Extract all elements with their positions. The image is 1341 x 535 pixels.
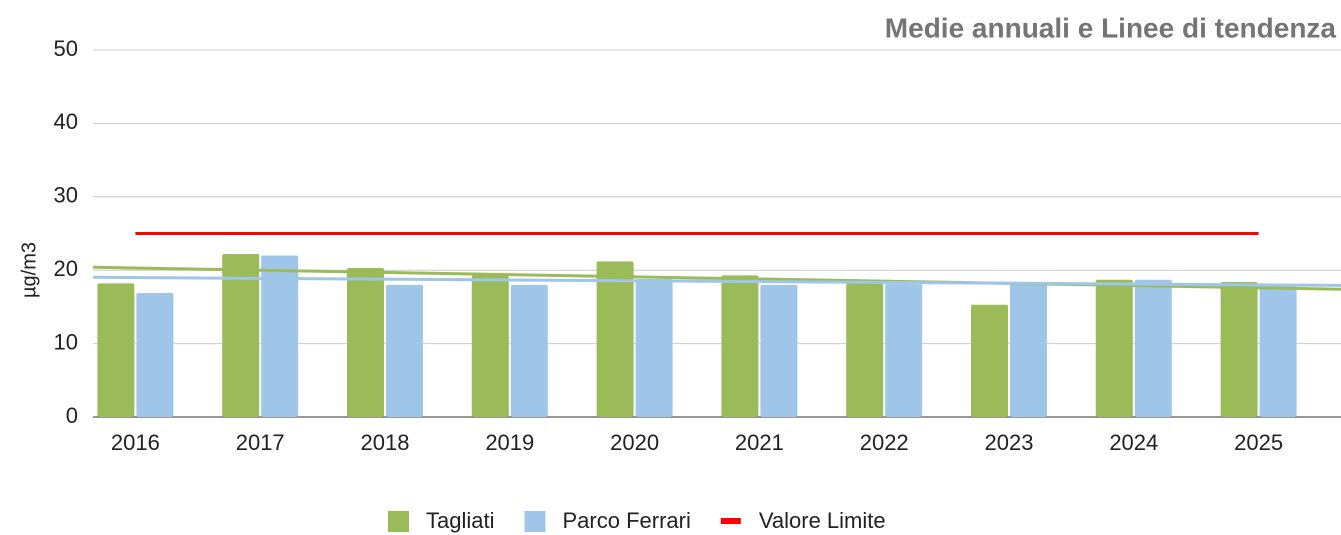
bar (471, 275, 509, 417)
x-tick-label: 2020 (610, 430, 659, 455)
bar (596, 261, 634, 417)
legend-label: Parco Ferrari (562, 508, 690, 533)
legend-label: Tagliati (426, 508, 494, 533)
bar (971, 304, 1008, 417)
x-tick-label: 2022 (860, 430, 909, 455)
chart-title: Medie annuali e Linee di tendenza (885, 12, 1337, 43)
x-tick-label: 2024 (1109, 430, 1158, 455)
y-axis-label: µg/m3 (18, 242, 40, 298)
legend-swatch (388, 511, 409, 532)
trend-line (92, 265, 1341, 291)
bar (347, 267, 384, 417)
legend-swatch (720, 518, 741, 524)
legend-label: Valore Limite (759, 508, 886, 533)
bar (222, 254, 260, 417)
bar (1134, 279, 1172, 417)
y-tick-label: 0 (66, 403, 78, 428)
bar (1010, 281, 1047, 417)
x-tick-label: 2019 (485, 430, 534, 455)
trend-line (92, 275, 1341, 287)
x-tick-label: 2023 (985, 430, 1034, 455)
bar (760, 284, 798, 417)
bar (136, 292, 174, 417)
y-tick-label: 30 (54, 183, 78, 208)
bar (846, 283, 884, 417)
x-tick-label: 2021 (735, 430, 784, 455)
y-tick-label: 40 (54, 109, 78, 134)
x-tick-label: 2025 (1234, 430, 1283, 455)
x-tick-label: 2017 (236, 430, 285, 455)
bar (1220, 281, 1258, 417)
y-tick-label: 50 (54, 36, 78, 61)
bar (885, 284, 923, 417)
legend-swatch (524, 511, 546, 532)
bar (721, 275, 759, 417)
bar (1095, 279, 1133, 417)
y-tick-label: 10 (54, 329, 78, 354)
bar (261, 255, 299, 417)
bar (1259, 284, 1297, 417)
x-tick-label: 2016 (111, 430, 160, 455)
bar (97, 283, 135, 417)
bar (635, 279, 673, 417)
bar (386, 284, 423, 417)
bar (510, 284, 548, 417)
x-tick-label: 2018 (361, 430, 410, 455)
y-tick-label: 20 (54, 256, 78, 281)
